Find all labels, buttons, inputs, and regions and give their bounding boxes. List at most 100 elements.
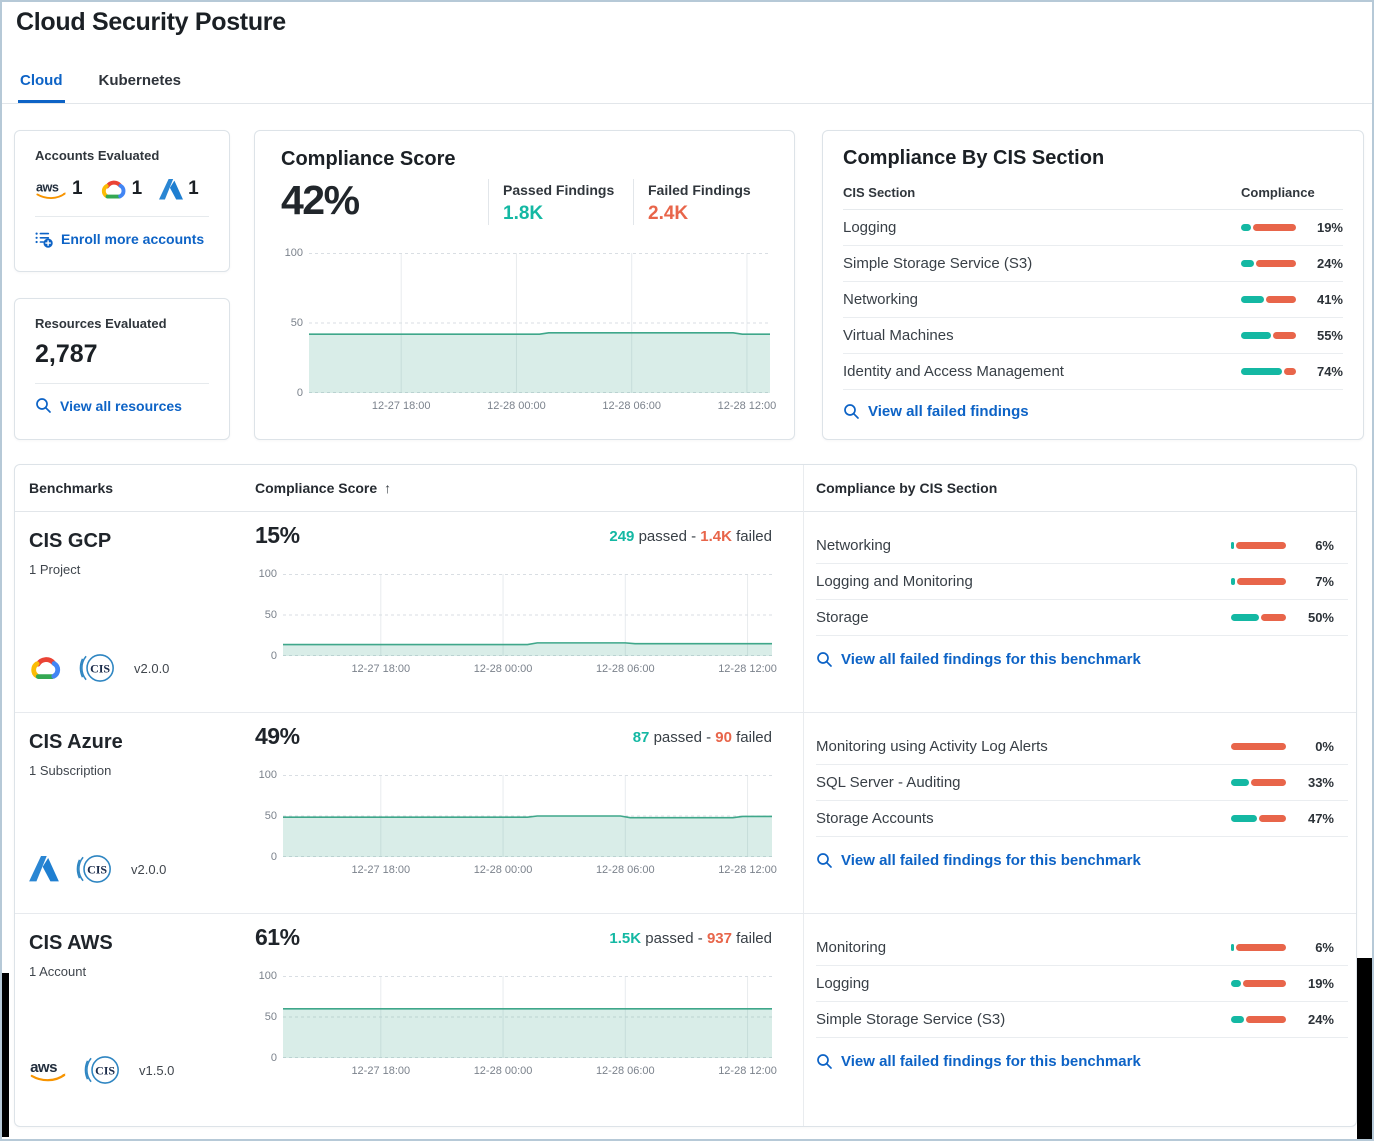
- compliance-bar: [1231, 614, 1286, 621]
- azure-icon: [159, 178, 184, 199]
- tab-bar: Cloud Kubernetes: [18, 72, 183, 103]
- compliance-percent: 74%: [1316, 364, 1343, 379]
- resources-evaluated-card: Resources Evaluated 2,787 View all resou…: [14, 298, 230, 440]
- search-icon: [817, 1054, 832, 1069]
- azure-icon: [29, 856, 59, 882]
- view-benchmark-failed-findings-link[interactable]: View all failed findings for this benchm…: [816, 852, 1141, 869]
- enroll-more-accounts-link[interactable]: Enroll more accounts: [35, 230, 204, 248]
- tab-cloud[interactable]: Cloud: [18, 72, 65, 103]
- column-divider: [803, 465, 804, 1126]
- overall-score-value: 42%: [281, 177, 360, 223]
- card-divider: [35, 383, 209, 384]
- tab-kubernetes[interactable]: Kubernetes: [98, 72, 182, 89]
- compliance-by-cis-section-card: Compliance By CIS Section CIS Section Co…: [822, 130, 1364, 440]
- x-axis-label: 12-28 00:00: [473, 663, 533, 675]
- compliance-percent: 6%: [1315, 538, 1334, 553]
- google-cloud-icon: [31, 657, 61, 679]
- table-row: Simple Storage Service (S3) 24%: [816, 1002, 1348, 1038]
- benchmark-score: 61%: [255, 924, 300, 950]
- compliance-bar: [1231, 743, 1286, 750]
- table-row: Storage Accounts 47%: [816, 801, 1348, 837]
- gcp-account-count: 1: [100, 178, 143, 201]
- gcp-count: 1: [131, 178, 143, 199]
- passed-findings-label: Passed Findings: [503, 182, 615, 198]
- svg-text:CIS: CIS: [87, 863, 107, 877]
- y-axis-label: 100: [258, 568, 277, 580]
- view-benchmark-failed-findings-link[interactable]: View all failed findings for this benchm…: [816, 1053, 1141, 1070]
- compliance-score-column-header[interactable]: Compliance Score ↑: [255, 480, 816, 496]
- cis-section-label: Virtual Machines: [843, 327, 954, 344]
- compliance-percent: 19%: [1307, 976, 1334, 991]
- benchmark-version: v2.0.0: [134, 660, 170, 676]
- failed-findings-value: 2.4K: [648, 203, 689, 224]
- benchmarks-table-header: Benchmarks Compliance Score ↑ Compliance…: [15, 465, 1356, 512]
- sort-ascending-icon: ↑: [384, 480, 392, 496]
- y-axis-label: 100: [258, 970, 277, 982]
- x-axis-label: 12-27 18:00: [351, 663, 411, 675]
- view-all-resources-link[interactable]: View all resources: [35, 397, 182, 414]
- card-divider: [35, 216, 209, 217]
- view-all-failed-findings-label: View all failed findings: [868, 403, 1029, 420]
- compliance-bar: [1231, 980, 1286, 987]
- table-row: Networking 6%: [816, 528, 1348, 564]
- compliance-score-card: Compliance Score 42% Passed Findings 1.8…: [254, 130, 795, 440]
- accounts-evaluated-title: Accounts Evaluated: [35, 148, 160, 163]
- bottom-left-black-strip: [2, 973, 9, 1137]
- cis-section-label: Monitoring using Activity Log Alerts: [816, 738, 1048, 755]
- benchmark-score: 15%: [255, 522, 300, 548]
- accounts-evaluated-card: Accounts Evaluated aws 1 1 1 Enroll more…: [14, 130, 230, 272]
- passed-count: 87: [632, 729, 650, 746]
- passed-count: 1.5K: [609, 930, 642, 947]
- benchmark-scope: 1 Project: [29, 562, 81, 577]
- cis-logo-icon: CIS: [76, 855, 111, 883]
- cis-section-label: Simple Storage Service (S3): [843, 255, 1033, 272]
- x-axis-label: 12-28 12:00: [718, 663, 777, 675]
- aws-count: 1: [72, 178, 83, 199]
- google-cloud-icon: [101, 180, 126, 198]
- passed-word: passed -: [649, 729, 716, 746]
- compliance-bar: [1231, 542, 1286, 549]
- x-axis-label: 12-27 18:00: [371, 400, 431, 412]
- benchmark-name: CIS AWS: [29, 932, 113, 954]
- cis-logo-icon: CIS: [84, 1056, 119, 1084]
- aws-account-count: aws 1: [35, 178, 83, 200]
- compliance-percent: 0%: [1315, 739, 1334, 754]
- cis-section-card-title: Compliance By CIS Section: [843, 147, 1105, 169]
- compliance-percent: 7%: [1315, 574, 1334, 589]
- compliance-bar: [1231, 1016, 1286, 1023]
- benchmark-logos: CIS v2.0.0: [29, 642, 169, 694]
- view-all-failed-findings-link[interactable]: View all failed findings: [843, 403, 1029, 420]
- table-row: Identity and Access Management 74%: [843, 354, 1343, 390]
- compliance-percent: 24%: [1316, 256, 1343, 271]
- view-benchmark-failed-findings-link[interactable]: View all failed findings for this benchm…: [816, 651, 1141, 668]
- cis-section-label: Logging: [843, 219, 897, 236]
- table-row: Virtual Machines 55%: [843, 318, 1343, 354]
- compliance-bar: [1241, 296, 1296, 303]
- passed-findings-value: 1.8K: [503, 203, 544, 224]
- table-row: Logging and Monitoring 7%: [816, 564, 1348, 600]
- search-icon: [844, 404, 859, 419]
- x-axis-label: 12-28 00:00: [473, 864, 533, 876]
- table-row: Logging 19%: [843, 210, 1343, 246]
- table-row: Simple Storage Service (S3) 24%: [843, 246, 1343, 282]
- table-row: Networking 41%: [843, 282, 1343, 318]
- view-benchmark-failed-findings-label: View all failed findings for this benchm…: [841, 651, 1141, 668]
- cis-logo-icon: CIS: [79, 654, 114, 682]
- azure-account-count: 1: [159, 178, 199, 200]
- enroll-more-accounts-label: Enroll more accounts: [61, 231, 205, 247]
- bottom-right-black-strip: [1357, 958, 1372, 1139]
- cis-section-column-header: CIS Section: [843, 185, 916, 200]
- view-benchmark-failed-findings-label: View all failed findings for this benchm…: [841, 852, 1141, 869]
- benchmarks-column-header: Benchmarks: [29, 480, 114, 496]
- cis-section-label: Identity and Access Management: [843, 363, 1064, 380]
- passed-failed-summary: 87 passed - 90 failed: [255, 729, 772, 746]
- compliance-percent: 33%: [1307, 775, 1334, 790]
- x-axis-label: 12-28 12:00: [718, 1065, 777, 1077]
- failed-findings-stat: Failed Findings 2.4K: [633, 179, 751, 225]
- cis-section-column-header: Compliance by CIS Section: [816, 480, 998, 496]
- benchmark-row-cis-aws: CIS AWS 1 Account aws CIS v1.5.0 61% 1.5…: [15, 914, 1356, 1114]
- passed-word: passed -: [641, 930, 707, 947]
- table-row: Logging 19%: [816, 966, 1348, 1002]
- failed-count: 90: [715, 729, 732, 746]
- cis-section-label: Storage Accounts: [816, 810, 934, 827]
